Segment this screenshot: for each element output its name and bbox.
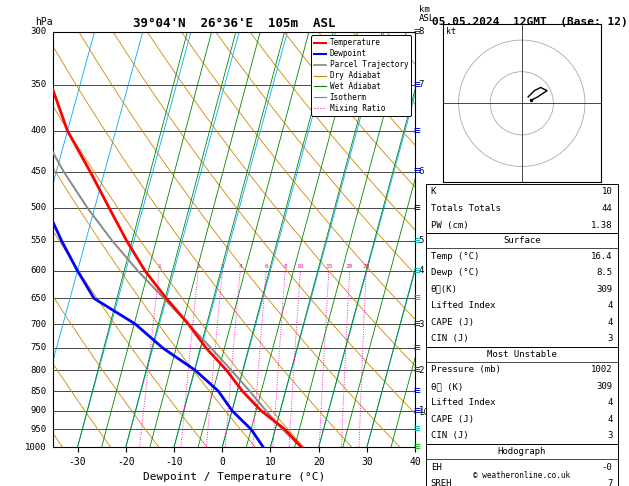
Text: 800: 800 bbox=[30, 365, 47, 375]
Text: ≡: ≡ bbox=[413, 386, 420, 396]
Text: ≡: ≡ bbox=[413, 294, 420, 303]
Text: 8: 8 bbox=[419, 27, 424, 36]
Text: 3: 3 bbox=[607, 334, 613, 343]
Text: ≡: ≡ bbox=[413, 365, 420, 375]
Text: 20: 20 bbox=[346, 264, 353, 269]
Text: 950: 950 bbox=[30, 425, 47, 434]
Text: 5: 5 bbox=[419, 236, 424, 245]
Text: 4: 4 bbox=[607, 399, 613, 407]
Text: 8: 8 bbox=[283, 264, 287, 269]
Text: kt: kt bbox=[446, 27, 456, 36]
Text: Pressure (mb): Pressure (mb) bbox=[431, 365, 501, 374]
Text: 4: 4 bbox=[607, 318, 613, 327]
Text: 3: 3 bbox=[607, 432, 613, 440]
Text: CAPE (J): CAPE (J) bbox=[431, 318, 474, 327]
Text: 25: 25 bbox=[362, 264, 370, 269]
Text: SREH: SREH bbox=[431, 479, 452, 486]
Text: 2: 2 bbox=[419, 365, 424, 375]
Text: ≡: ≡ bbox=[413, 236, 420, 246]
Text: 3: 3 bbox=[221, 264, 225, 269]
Text: ≡: ≡ bbox=[413, 343, 420, 353]
Text: 3: 3 bbox=[419, 319, 424, 329]
Text: 4: 4 bbox=[607, 415, 613, 424]
Text: 550: 550 bbox=[30, 236, 47, 245]
Text: ≡: ≡ bbox=[413, 126, 420, 136]
Text: 7: 7 bbox=[419, 80, 424, 89]
Text: 2: 2 bbox=[196, 264, 200, 269]
Text: 650: 650 bbox=[30, 294, 47, 303]
Text: CAPE (J): CAPE (J) bbox=[431, 415, 474, 424]
Text: 44: 44 bbox=[602, 204, 613, 213]
Text: LCL: LCL bbox=[419, 408, 433, 417]
Text: hPa: hPa bbox=[35, 17, 53, 27]
Text: 1002: 1002 bbox=[591, 365, 613, 374]
Text: Totals Totals: Totals Totals bbox=[431, 204, 501, 213]
Text: -0: -0 bbox=[602, 463, 613, 471]
Text: θᴄ (K): θᴄ (K) bbox=[431, 382, 463, 391]
Text: Hodograph: Hodograph bbox=[498, 447, 546, 456]
Text: km
ASL: km ASL bbox=[419, 4, 435, 23]
Text: ≡: ≡ bbox=[413, 442, 420, 452]
Text: ≡: ≡ bbox=[413, 167, 420, 176]
Text: 309: 309 bbox=[596, 382, 613, 391]
Text: Temp (°C): Temp (°C) bbox=[431, 252, 479, 260]
Text: 4: 4 bbox=[419, 266, 424, 275]
Text: 4: 4 bbox=[607, 301, 613, 310]
Text: 309: 309 bbox=[596, 285, 613, 294]
Text: ≡: ≡ bbox=[413, 203, 420, 213]
Text: © weatheronline.co.uk: © weatheronline.co.uk bbox=[473, 471, 571, 480]
Text: EH: EH bbox=[431, 463, 442, 471]
Text: 900: 900 bbox=[30, 406, 47, 415]
Text: 10: 10 bbox=[297, 264, 304, 269]
Text: ≡: ≡ bbox=[413, 27, 420, 36]
Text: 8.5: 8.5 bbox=[596, 268, 613, 277]
Text: θᴄ(K): θᴄ(K) bbox=[431, 285, 458, 294]
Text: 850: 850 bbox=[30, 386, 47, 396]
Text: 400: 400 bbox=[30, 126, 47, 136]
Text: ≡: ≡ bbox=[413, 266, 420, 276]
Text: 700: 700 bbox=[30, 319, 47, 329]
Title: 39°04'N  26°36'E  105m  ASL: 39°04'N 26°36'E 105m ASL bbox=[133, 17, 335, 31]
Text: 350: 350 bbox=[30, 80, 47, 89]
Text: 300: 300 bbox=[30, 27, 47, 36]
Text: ≡: ≡ bbox=[413, 424, 420, 434]
Text: 600: 600 bbox=[30, 266, 47, 275]
Text: 1.38: 1.38 bbox=[591, 221, 613, 229]
Text: 450: 450 bbox=[30, 167, 47, 176]
Text: 6: 6 bbox=[419, 167, 424, 176]
Text: K: K bbox=[431, 188, 437, 196]
Text: Mixing Ratio (g/kg): Mixing Ratio (g/kg) bbox=[440, 245, 450, 333]
Text: 10: 10 bbox=[602, 188, 613, 196]
Text: 1: 1 bbox=[157, 264, 161, 269]
Text: 500: 500 bbox=[30, 204, 47, 212]
Text: 750: 750 bbox=[30, 343, 47, 352]
Text: ≡: ≡ bbox=[413, 319, 420, 329]
Text: ≡: ≡ bbox=[413, 406, 420, 416]
Text: Lifted Index: Lifted Index bbox=[431, 399, 496, 407]
Text: Lifted Index: Lifted Index bbox=[431, 301, 496, 310]
Text: 7: 7 bbox=[607, 479, 613, 486]
Text: 4: 4 bbox=[238, 264, 242, 269]
Text: Dewp (°C): Dewp (°C) bbox=[431, 268, 479, 277]
Text: CIN (J): CIN (J) bbox=[431, 432, 469, 440]
Text: ≡: ≡ bbox=[413, 80, 420, 90]
Text: Surface: Surface bbox=[503, 236, 540, 245]
Text: CIN (J): CIN (J) bbox=[431, 334, 469, 343]
Text: Most Unstable: Most Unstable bbox=[487, 350, 557, 359]
Text: 15: 15 bbox=[325, 264, 333, 269]
Text: PW (cm): PW (cm) bbox=[431, 221, 469, 229]
Legend: Temperature, Dewpoint, Parcel Trajectory, Dry Adiabat, Wet Adiabat, Isotherm, Mi: Temperature, Dewpoint, Parcel Trajectory… bbox=[311, 35, 411, 116]
Text: 1000: 1000 bbox=[25, 443, 47, 451]
Text: 1: 1 bbox=[419, 406, 424, 415]
Text: 05.05.2024  12GMT  (Base: 12): 05.05.2024 12GMT (Base: 12) bbox=[431, 17, 628, 27]
Text: 6: 6 bbox=[264, 264, 268, 269]
Text: 16.4: 16.4 bbox=[591, 252, 613, 260]
X-axis label: Dewpoint / Temperature (°C): Dewpoint / Temperature (°C) bbox=[143, 472, 325, 483]
